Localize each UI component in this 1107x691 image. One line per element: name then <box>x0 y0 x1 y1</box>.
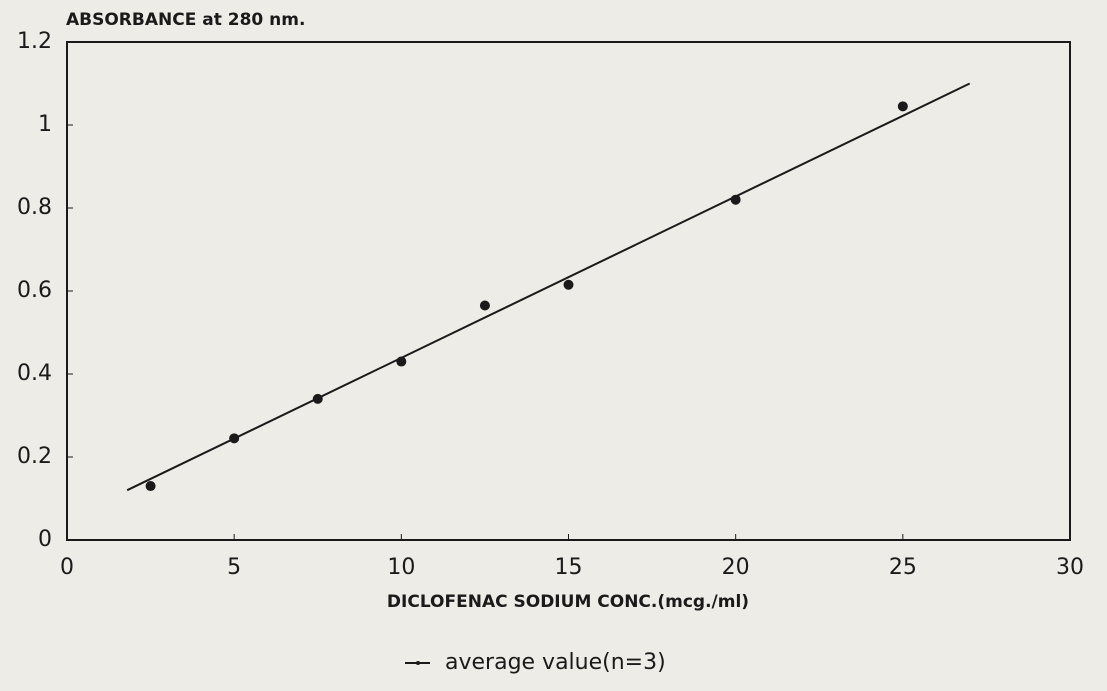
chart: ABSORBANCE at 280 nm. DICLOFENAC SODIUM … <box>0 0 1107 691</box>
y-tick-label: 0.8 <box>17 195 52 220</box>
x-tick-label: 30 <box>1056 555 1084 580</box>
y-tick-label: 1.2 <box>17 29 52 54</box>
y-tick-label: 1 <box>38 112 52 137</box>
legend-label: average value(n=3) <box>445 650 666 675</box>
data-point <box>480 301 490 311</box>
x-tick-label: 10 <box>387 555 415 580</box>
y-tick-label: 0.6 <box>17 278 52 303</box>
x-axis-title: DICLOFENAC SODIUM CONC.(mcg./ml) <box>387 592 749 612</box>
background <box>0 0 1107 691</box>
page: ABSORBANCE at 280 nm. DICLOFENAC SODIUM … <box>0 0 1107 691</box>
x-tick-label: 5 <box>227 555 241 580</box>
y-tick-label: 0.2 <box>17 444 52 469</box>
x-tick-label: 25 <box>889 555 917 580</box>
data-point <box>564 280 574 290</box>
x-tick-label: 20 <box>722 555 750 580</box>
y-tick-label: 0.4 <box>17 361 52 386</box>
x-tick-label: 15 <box>555 555 583 580</box>
data-point <box>898 101 908 111</box>
data-point <box>146 481 156 491</box>
x-tick-label: 0 <box>60 555 74 580</box>
legend-marker <box>416 661 420 665</box>
y-tick-label: 0 <box>38 527 52 552</box>
y-axis-title: ABSORBANCE at 280 nm. <box>66 10 305 30</box>
